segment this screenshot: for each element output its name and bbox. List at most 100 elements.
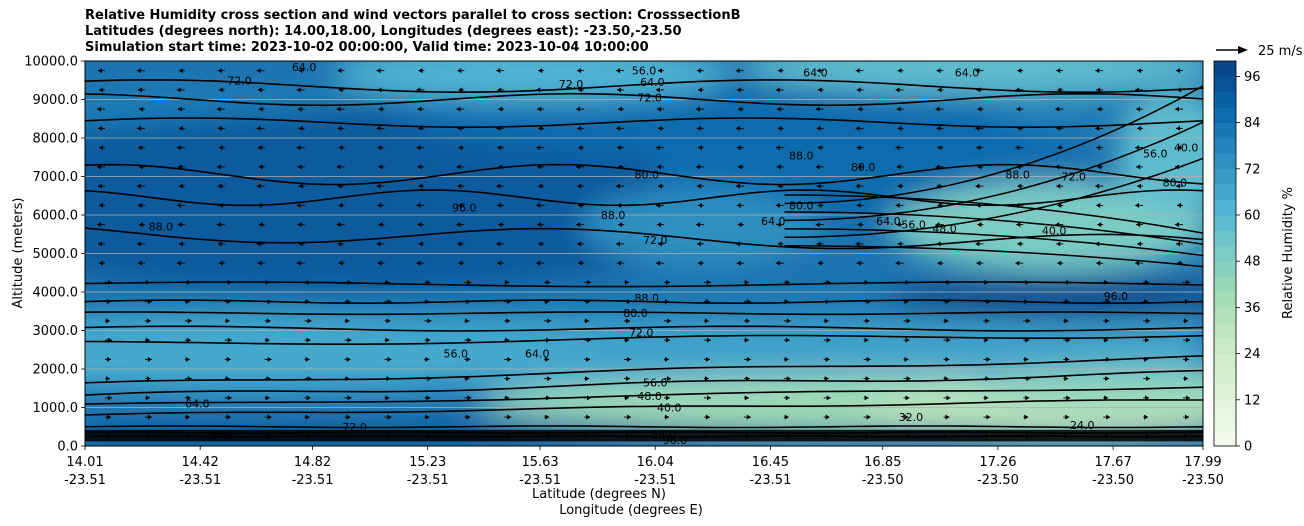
contour-label: 40.0 <box>1042 224 1067 237</box>
wind-vector-head <box>1015 260 1020 266</box>
contour-label: 80.0 <box>623 307 648 320</box>
wind-vector-head <box>138 222 143 228</box>
wind-vector-head <box>257 260 262 266</box>
wind-vector-head <box>826 395 831 401</box>
wind-vector-head <box>784 299 789 305</box>
wind-vector-head <box>385 337 390 343</box>
wind-vector-head <box>266 433 271 439</box>
wind-vector-head <box>936 241 941 247</box>
wind-vector-head <box>696 241 701 247</box>
contour-line <box>85 369 1203 396</box>
wind-vector-head <box>1017 183 1022 189</box>
contour-label: 56.0 <box>632 65 657 78</box>
wind-vector-head <box>776 222 781 228</box>
wind-vector-head <box>136 241 141 247</box>
wind-vector-head <box>1026 433 1031 439</box>
wind-vector-head <box>497 260 502 266</box>
y-tick-label: 1000.0 <box>33 401 79 416</box>
wind-vector-head <box>784 414 789 420</box>
wind-vector-head <box>1144 299 1149 305</box>
colorbar-tick-label: 24 <box>1244 347 1261 362</box>
wind-vector-head <box>425 299 430 305</box>
wind-vector-head <box>1146 433 1151 439</box>
wind-vector-head <box>937 145 942 151</box>
wind-vector-head <box>625 279 630 285</box>
wind-vector-head <box>696 68 701 74</box>
wind-vector-head <box>467 279 472 285</box>
wind-vector-head <box>705 356 710 362</box>
wind-vector-head <box>347 395 352 401</box>
contour-line <box>784 121 1203 222</box>
wind-vector-head <box>816 125 821 131</box>
contour-line <box>85 386 1203 405</box>
x-tick-label-lon: -23.50 <box>1092 473 1134 488</box>
wind-vectors <box>96 68 1191 439</box>
colorbar-step <box>1214 122 1236 139</box>
wind-vector-head <box>377 145 382 151</box>
wind-vector-head <box>107 279 112 285</box>
wind-vector-head <box>695 106 700 112</box>
contour-label: 72.0 <box>629 326 654 339</box>
wind-vector-head <box>505 395 510 401</box>
y-tick-label: 3000.0 <box>33 324 79 339</box>
contour-label: 88.0 <box>789 149 814 162</box>
wind-vector-head <box>185 414 190 420</box>
wind-vector-head <box>776 164 781 170</box>
wind-vector-head <box>226 414 231 420</box>
wind-vector-head <box>498 222 503 228</box>
wind-vector-head <box>626 318 631 324</box>
wind-vector-head <box>417 106 422 112</box>
wind-vector-head <box>457 125 462 131</box>
wind-vector-head <box>864 279 869 285</box>
wind-vector-head <box>735 241 740 247</box>
wind-vector-head <box>617 87 622 93</box>
wind-vector-head <box>537 164 542 170</box>
wind-vector-head <box>296 87 301 93</box>
colorbar-tick-label: 36 <box>1244 301 1261 316</box>
wind-vector-head <box>217 183 222 189</box>
wind-vector-head <box>1065 414 1070 420</box>
wind-vector-head <box>704 433 709 439</box>
wind-vector-head <box>1186 279 1191 285</box>
wind-vector-head <box>538 68 543 74</box>
wind-vector-head <box>865 433 870 439</box>
colorbar-step <box>1214 245 1236 262</box>
wind-vector-head <box>147 299 152 305</box>
wind-vector-head <box>97 241 102 247</box>
wind-vector-head <box>498 106 503 112</box>
wind-vector-head <box>1177 87 1182 93</box>
wind-vector-head <box>945 299 950 305</box>
wind-vector-head <box>418 183 423 189</box>
wind-vector-head <box>985 318 990 324</box>
wind-vector-head <box>618 222 623 228</box>
wind-vector-head <box>376 125 381 131</box>
wind-vector-head <box>146 376 151 382</box>
contour-line <box>85 281 1203 288</box>
x-tick-label-lat: 14.01 <box>66 455 103 470</box>
wind-vector-head <box>625 395 630 401</box>
wind-vector-head <box>458 87 463 93</box>
wind-vector-head <box>906 433 911 439</box>
wind-vector-head <box>897 183 902 189</box>
wind-vector-head <box>1064 318 1069 324</box>
wind-vector-head <box>378 222 383 228</box>
colorbar-step <box>1214 138 1236 154</box>
wind-vector-head <box>775 145 780 151</box>
colorbar-step <box>1214 215 1236 231</box>
wind-vector-head <box>465 318 470 324</box>
contour-line <box>85 355 1203 384</box>
wind-vector-head <box>105 433 110 439</box>
wind-vector-head <box>376 183 381 189</box>
contour-label: 24.0 <box>1070 419 1095 432</box>
wind-vector-head <box>1057 260 1062 266</box>
contour-labels: 96.088.088.088.080.080.072.080.072.056.0… <box>149 61 1199 446</box>
wind-vector-head <box>664 299 669 305</box>
wind-vector-head <box>216 164 221 170</box>
wind-vector-head <box>347 337 352 343</box>
wind-vector-head <box>1095 68 1100 74</box>
wind-vector-head <box>786 376 791 382</box>
wind-vector-head <box>345 433 350 439</box>
wind-vector-head <box>815 106 820 112</box>
wind-vector-head <box>106 299 111 305</box>
wind-vector-head <box>986 299 991 305</box>
